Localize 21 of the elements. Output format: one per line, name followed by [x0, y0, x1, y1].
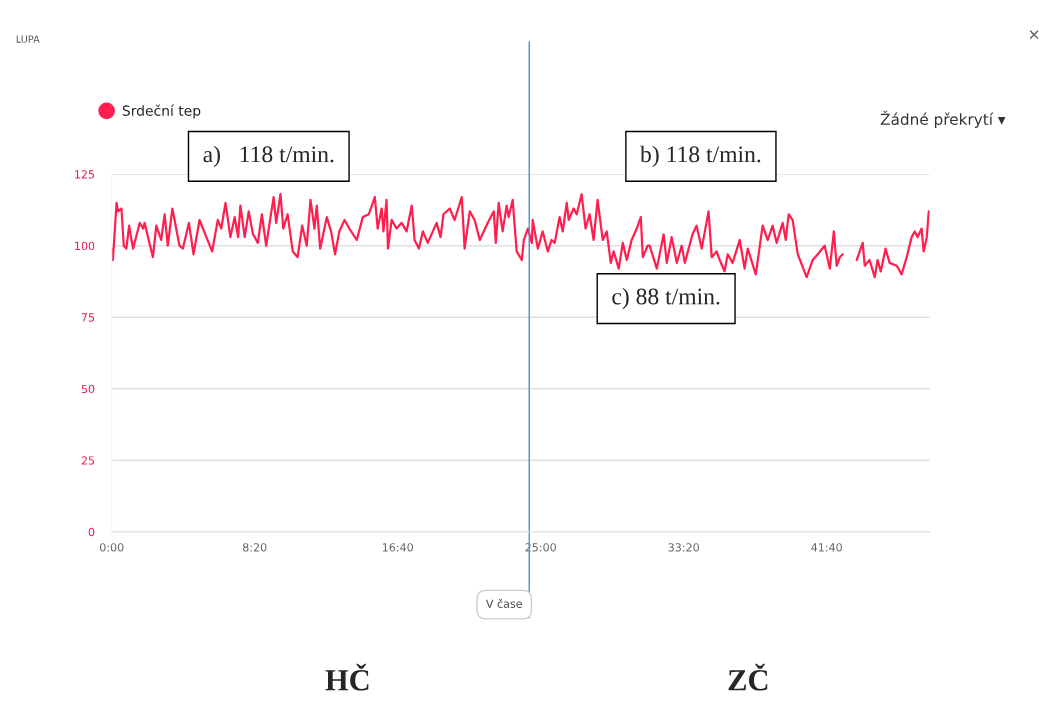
text: V čase — [485, 598, 522, 608]
text: LUPA — [16, 35, 40, 43]
x-tick-label: 16:40 — [382, 543, 413, 552]
text: × — [1029, 30, 1039, 40]
text: Žádné překrytí ▾ — [880, 110, 1006, 128]
legend-label: Srdeční tep — [122, 104, 201, 119]
text: ZČ — [728, 663, 768, 691]
annotation: c) 88 t/min. — [612, 287, 720, 310]
y-tick-label: 50 — [81, 384, 95, 394]
x-tick-label: 0:00 — [99, 543, 124, 552]
y-tick-label: 75 — [81, 313, 95, 322]
y-tick-label: 100 — [75, 241, 95, 251]
text: HČ — [325, 663, 369, 691]
x-tick-label: 8:20 — [242, 543, 267, 552]
text: b) 118 t/min. — [640, 145, 761, 168]
x-tick-label: 33:20 — [668, 543, 699, 552]
y-tick-label: 25 — [81, 456, 95, 465]
text: a) 118 t/min. — [203, 145, 334, 168]
x-tick-label: 41:40 — [811, 543, 842, 552]
y-tick-label: 0 — [88, 527, 95, 537]
y-tick-label: 125 — [75, 170, 95, 179]
